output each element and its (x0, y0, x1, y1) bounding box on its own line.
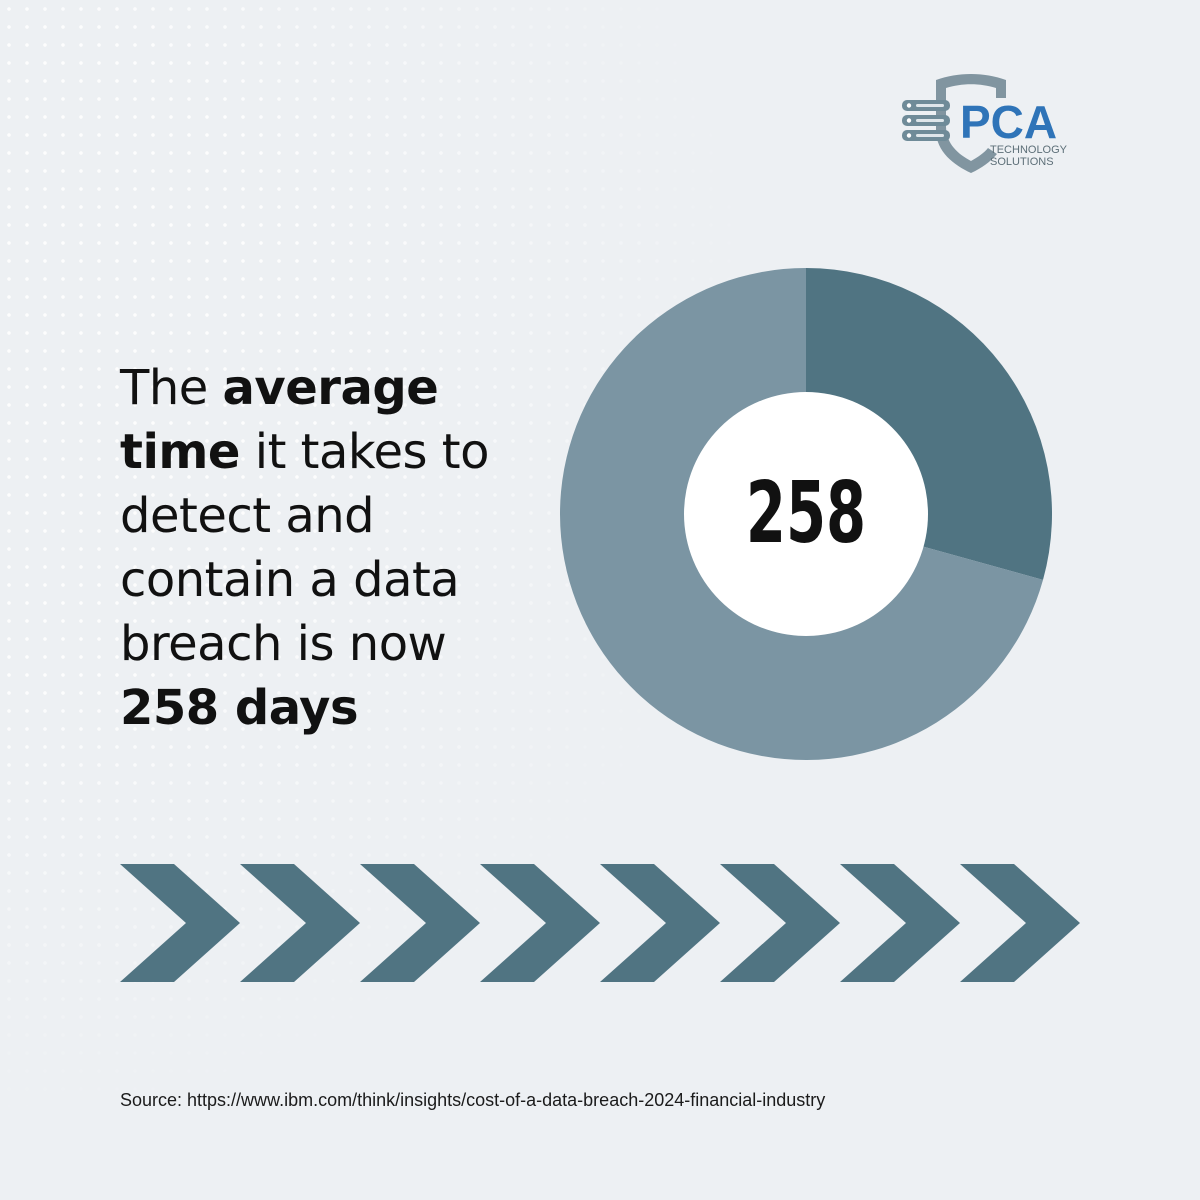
chevron-arrow (960, 864, 1080, 982)
chevron-arrow (360, 864, 480, 982)
shield-icon (936, 74, 1006, 173)
headline-text-1: The (120, 360, 223, 416)
headline-emphasis-2: 258 days (120, 680, 359, 736)
chevron-arrow (120, 864, 240, 982)
logo-tagline-1: TECHNOLOGY (990, 144, 1068, 156)
logo-wordmark: PCA (960, 96, 1057, 148)
donut-center-label: 258 (746, 465, 866, 563)
headline: The average time it takes to detect and … (120, 356, 520, 740)
server-stack-icon (902, 100, 950, 141)
source-citation: Source: https://www.ibm.com/think/insigh… (120, 1090, 826, 1110)
chevron-arrow (840, 864, 960, 982)
headline-text-2: it takes to detect and contain a data br… (120, 424, 489, 672)
headline-emphasis-1: average time (120, 360, 439, 480)
logo-tagline-2: SOLUTIONS (990, 156, 1054, 168)
chevron-arrow (720, 864, 840, 982)
chevron-arrow (480, 864, 600, 982)
chevron-arrow (600, 864, 720, 982)
chevron-arrow (240, 864, 360, 982)
pca-logo: PCA TECHNOLOGY SOLUTIONS (898, 74, 1088, 174)
donut-chart: 258 (560, 268, 1052, 760)
donut-hole (684, 392, 928, 636)
chevron-arrow-row (120, 864, 1080, 982)
